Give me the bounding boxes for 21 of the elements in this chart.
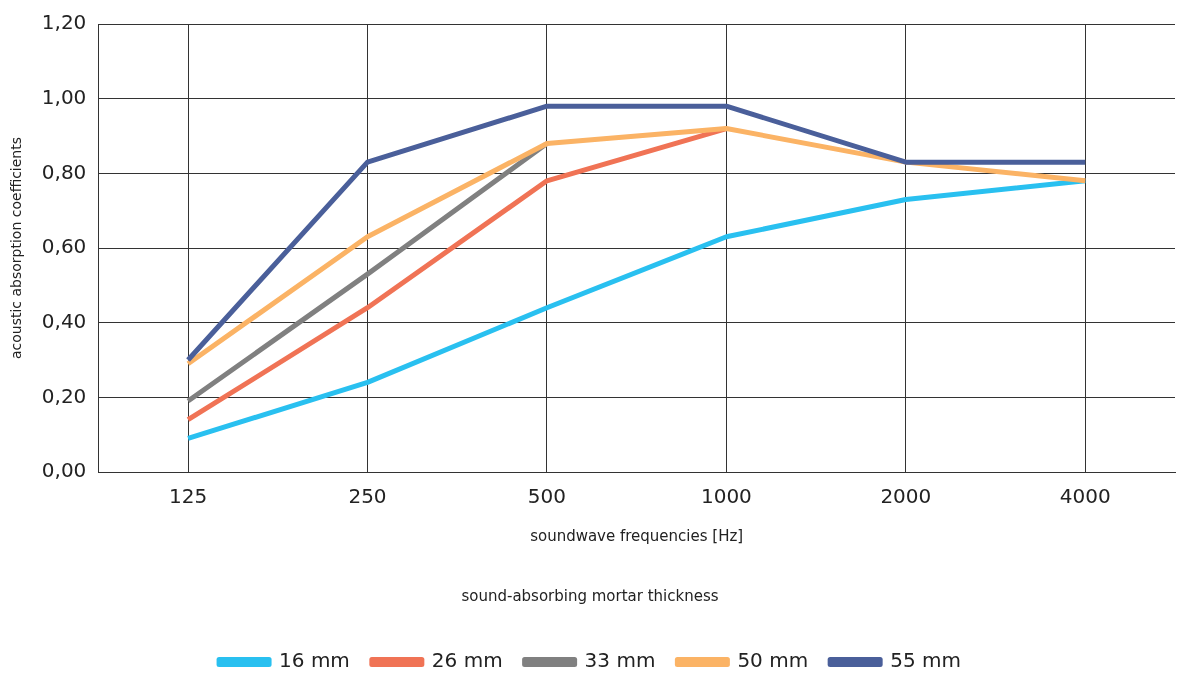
legend-title: sound-absorbing mortar thickness [461,587,719,606]
x-tick-label: 2000 [880,484,932,509]
x-tick-label: 4000 [1059,484,1111,509]
y-tick-label: 0,80 [41,159,87,184]
y-tick-label: 0,40 [41,308,87,333]
legend-label: 33 mm [584,648,656,673]
legend-label: 26 mm [431,648,503,673]
y-tick-label: 0,60 [41,234,87,259]
y-tick-label: 1,00 [41,84,87,109]
y-tick-label: 1,20 [41,10,87,35]
y-tick-label: 0,20 [41,383,87,408]
legend-label: 55 mm [890,648,961,673]
x-axis-title: soundwave frequencies [Hz] [530,526,744,545]
legend-label: 50 mm [737,648,809,673]
x-tick-label: 500 [527,484,567,509]
x-tick-label: 250 [348,484,387,509]
legend-label: 16 mm [279,648,350,673]
y-tick-label: 0,00 [41,458,87,483]
y-axis-title: acoustic absorption coefficients [8,136,25,360]
x-tick-label: 125 [168,484,208,509]
x-tick-label: 1000 [700,484,752,509]
